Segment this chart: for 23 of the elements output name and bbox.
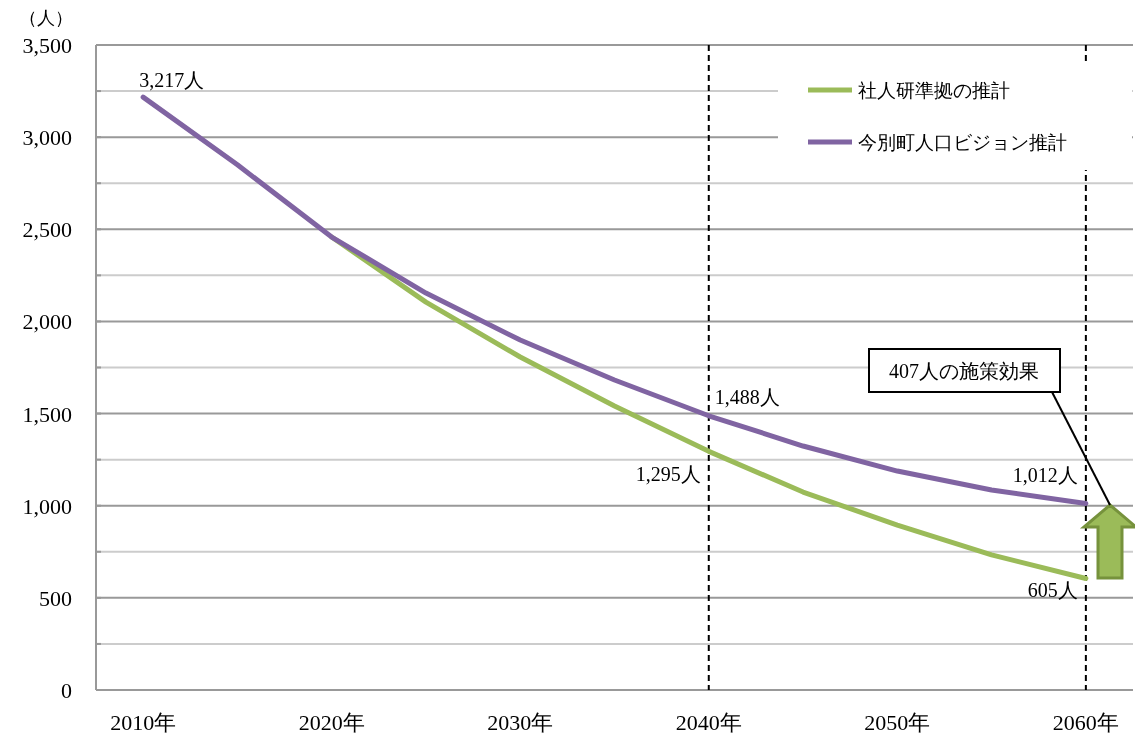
x-tick-label: 2060年 bbox=[1052, 710, 1119, 735]
y-tick-label: 1,000 bbox=[22, 493, 72, 519]
x-tick-label: 2040年 bbox=[675, 710, 742, 735]
y-tick-label: 1,500 bbox=[22, 401, 72, 427]
annotation: 1,488人 bbox=[714, 385, 780, 408]
y-tick-label: 3,500 bbox=[22, 33, 72, 58]
annotation: 1,012人 bbox=[1012, 463, 1078, 486]
y-tick-label: 500 bbox=[39, 585, 72, 611]
y-tick-label: 2,500 bbox=[22, 217, 72, 243]
x-tick-label: 2030年 bbox=[487, 710, 554, 735]
annotation: 1,295人 bbox=[635, 463, 701, 486]
annotation: 407人の施策効果 bbox=[889, 360, 1039, 382]
y-tick-label: 0 bbox=[61, 678, 72, 703]
x-tick-label: 2010年 bbox=[110, 710, 177, 735]
legend-label: 社人研準拠の推計 bbox=[858, 80, 1010, 101]
y-axis-title: （人） bbox=[19, 8, 73, 28]
annotation: 605人 bbox=[1027, 578, 1078, 601]
x-tick-label: 2020年 bbox=[298, 710, 365, 735]
x-tick-label: 2050年 bbox=[864, 710, 931, 735]
annotation: 3,217人 bbox=[139, 69, 205, 92]
y-tick-label: 3,000 bbox=[22, 125, 72, 151]
y-tick-label: 2,000 bbox=[22, 309, 72, 335]
legend-label: 今別町人口ビジョン推計 bbox=[858, 132, 1067, 153]
